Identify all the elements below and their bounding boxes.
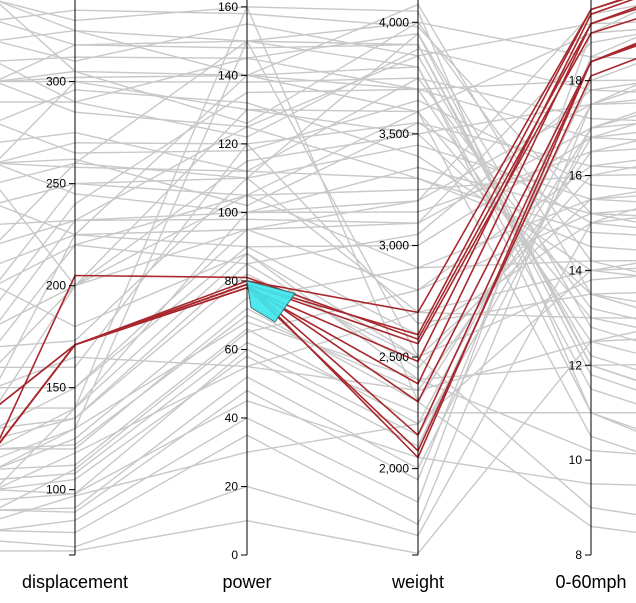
axis-weight: 2,000 2,500 3,000 3,500 4,000 [379, 0, 419, 556]
background-line [0, 341, 636, 480]
tick-label: 3,500 [379, 127, 409, 141]
background-line [0, 84, 636, 534]
highlighted-line [0, 8, 636, 440]
background-line [0, 21, 636, 391]
tick-label: 40 [225, 411, 239, 425]
background-line [0, 56, 636, 141]
background-line [0, 400, 636, 501]
tick-label: 120 [218, 137, 238, 151]
background-line [0, 121, 636, 229]
background-line [0, 148, 636, 214]
background-line [0, 166, 636, 245]
background-line [0, 188, 636, 287]
tick-label: 250 [46, 177, 66, 191]
axis-title-displacement: displacement [22, 572, 128, 592]
background-line [0, 311, 636, 489]
axis-0-60mph: 8 10 12 14 16 18 [569, 0, 592, 562]
background-line [0, 33, 636, 427]
tick-label: 14 [569, 263, 583, 277]
axis-title-0-60mph: 0-60mph [555, 572, 626, 592]
tick-label: 20 [225, 479, 239, 493]
background-line [0, 217, 636, 389]
background-line [0, 3, 636, 309]
background-line [0, 21, 636, 241]
axis-displacement: 100 150 200 250 300 [46, 0, 76, 556]
background-line [0, 207, 636, 548]
tick-label: 10 [569, 453, 583, 467]
tick-label: 4,000 [379, 15, 409, 29]
background-line [0, 191, 636, 409]
axis-title-power: power [222, 572, 271, 592]
highlighted-line [0, 0, 625, 406]
tick-label: 150 [46, 381, 66, 395]
tick-label: 300 [46, 75, 66, 89]
highlighted-line [0, 42, 636, 459]
brush-layer[interactable] [246, 280, 296, 323]
brush-selection[interactable] [246, 280, 296, 323]
background-line [0, 63, 636, 490]
axis-power: 0 20 40 60 80 100 120 140 160 [218, 0, 248, 562]
background-line [0, 32, 636, 382]
background-line [0, 259, 636, 469]
highlighted-lines [0, 0, 636, 459]
axes: 100 150 200 250 300 0 20 40 60 80 100 120 140 160 2,00… [46, 0, 592, 562]
background-line [0, 177, 636, 348]
background-line [0, 79, 636, 301]
background-line [0, 3, 636, 354]
background-line [0, 77, 636, 173]
background-line [0, 88, 636, 470]
background-line [0, 262, 636, 520]
tick-label: 200 [46, 279, 66, 293]
background-line [0, 99, 636, 190]
background-line [0, 142, 636, 368]
tick-label: 80 [225, 274, 239, 288]
background-line [0, 252, 636, 455]
background-line [0, 82, 636, 284]
tick-label: 3,000 [379, 238, 409, 252]
tick-label: 140 [218, 68, 238, 82]
background-line [0, 121, 636, 207]
axis-title-weight: weight [391, 572, 444, 592]
background-line [0, 77, 636, 320]
tick-label: 100 [46, 483, 66, 497]
background-line [0, 48, 636, 138]
background-line [0, 159, 636, 325]
tick-label: 18 [569, 74, 583, 88]
background-line [0, 111, 636, 511]
tick-label: 60 [225, 342, 239, 356]
background-line [0, 36, 636, 513]
background-line [0, 66, 636, 430]
background-line [0, 162, 636, 236]
background-line [0, 9, 636, 223]
tick-label: 160 [218, 0, 238, 14]
background-line [0, 89, 636, 277]
background-line [0, 140, 636, 450]
background-line [0, 40, 636, 405]
background-line [0, 123, 636, 495]
tick-label: 12 [569, 358, 583, 372]
background-line [0, 102, 636, 364]
background-line [0, 21, 636, 273]
background-line [0, 39, 636, 516]
background-lines [0, 0, 636, 555]
background-line [0, 321, 636, 458]
tick-label: 2,000 [379, 462, 409, 476]
tick-label: 8 [575, 548, 582, 562]
background-line [0, 28, 636, 342]
tick-label: 0 [231, 548, 238, 562]
axis-titles: displacement power weight 0-60mph [22, 572, 627, 592]
background-line [0, 10, 636, 531]
tick-label: 100 [218, 205, 238, 219]
tick-label: 16 [569, 169, 583, 183]
background-line [0, 82, 636, 251]
background-line [0, 4, 636, 448]
background-line [0, 209, 636, 509]
background-line [0, 331, 636, 555]
background-line [0, 174, 636, 204]
tick-label: 2,500 [379, 350, 409, 364]
